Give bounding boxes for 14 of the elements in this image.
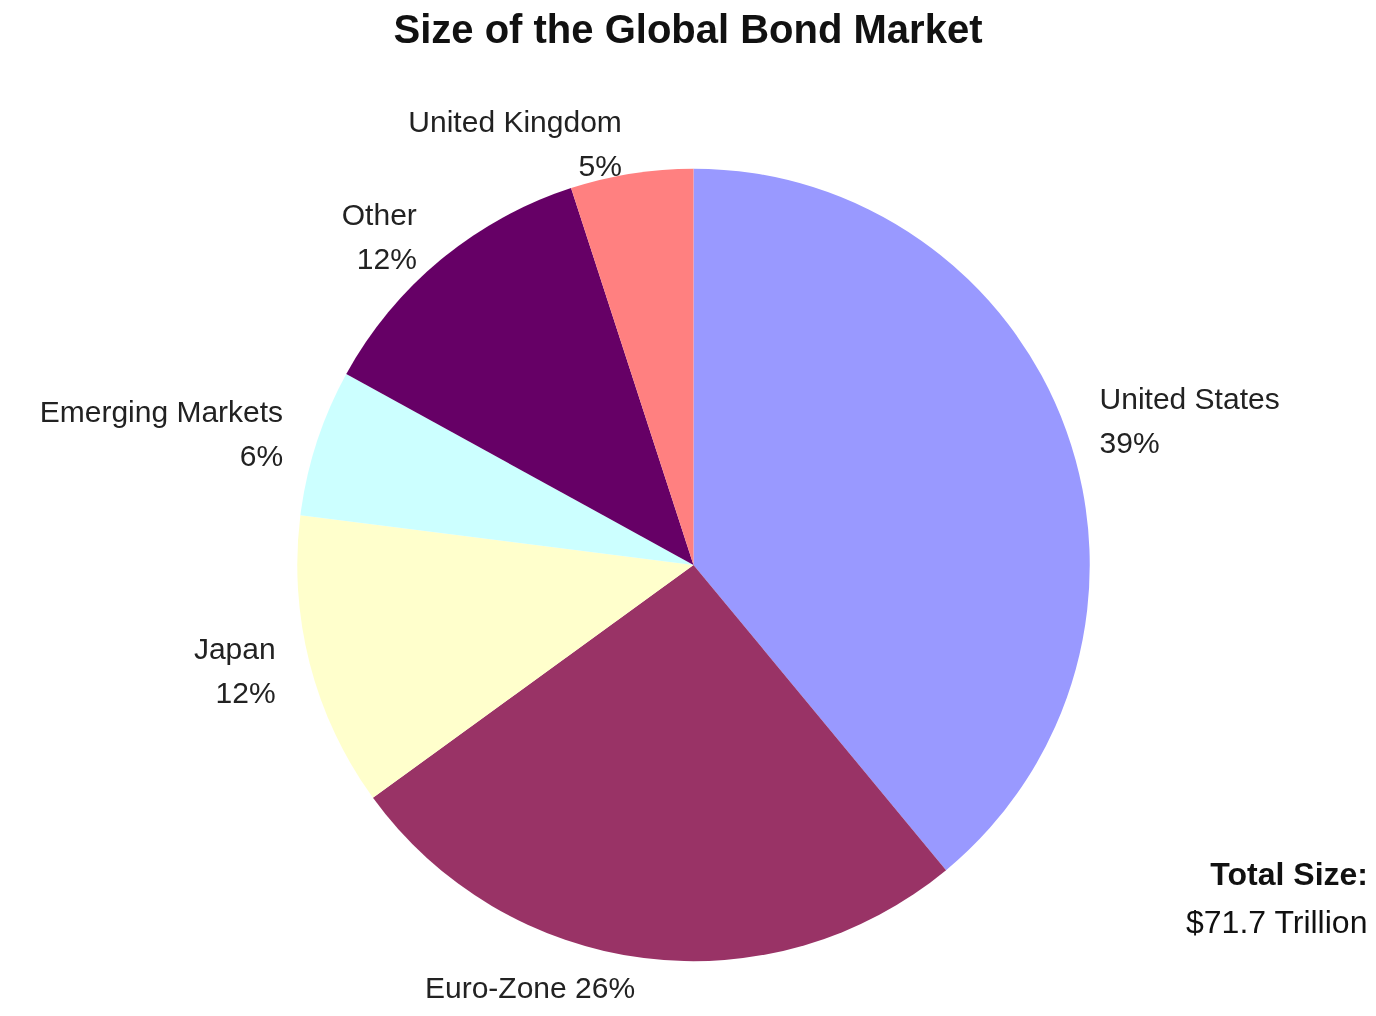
text: Total Size: [1210, 856, 1368, 892]
chart-title: Size of the Global Bond Market [393, 7, 983, 51]
data-label: 12% [356, 241, 417, 275]
data-label: 6% [239, 438, 284, 472]
data-label: 5% [578, 149, 622, 183]
slice-label: United Kingdom [408, 105, 622, 139]
slice-label: Emerging Markets [39, 394, 284, 428]
data-label: 39% [1099, 426, 1160, 460]
data-label: 12% [215, 676, 276, 710]
slice-label: Euro-Zone 26% [424, 971, 636, 1005]
slice-label: Other [341, 197, 417, 231]
slice-label: Japan [193, 632, 276, 666]
text: $71.7 Trillion [1185, 904, 1368, 940]
slice-label: United States [1099, 382, 1280, 416]
